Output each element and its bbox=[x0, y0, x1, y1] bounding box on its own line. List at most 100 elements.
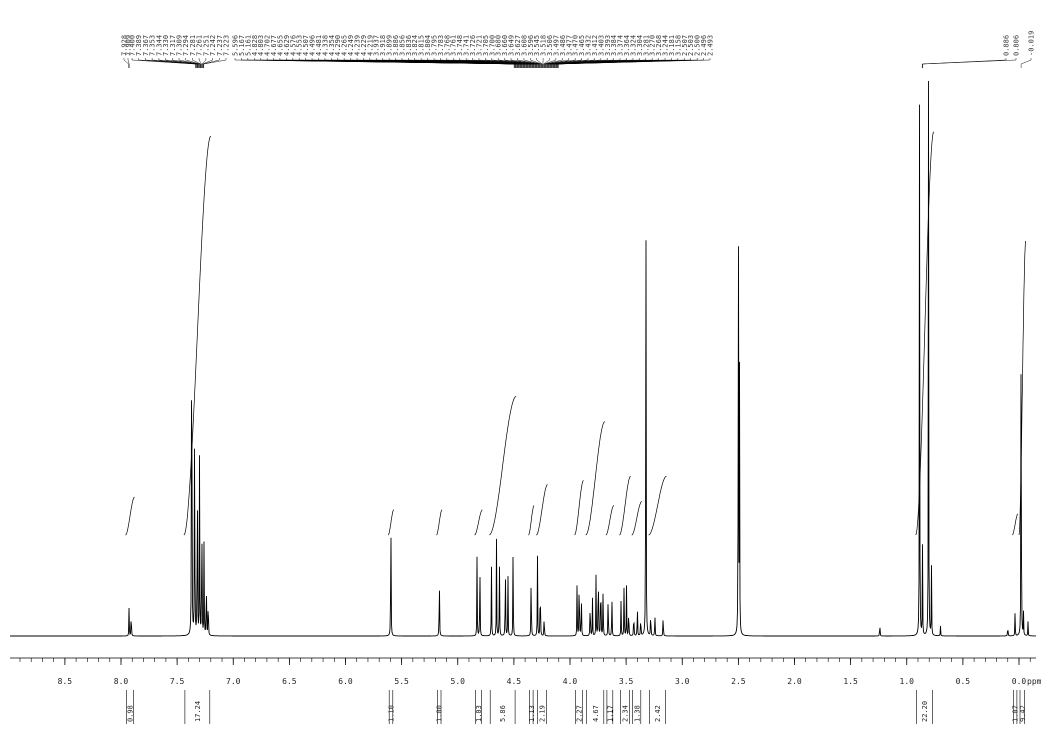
peak-label-leader bbox=[202, 58, 220, 68]
peak-label: 2.503 bbox=[687, 35, 695, 56]
peak-label: 3.470 bbox=[572, 35, 580, 56]
peak-label: 5.161 bbox=[244, 35, 252, 56]
integral-curve bbox=[574, 480, 584, 536]
peak-label: 4.828 bbox=[251, 35, 259, 56]
peak-label: 4.229 bbox=[360, 35, 368, 56]
peak-label-group: 7.4007.3897.3677.3537.3447.3307.3177.309… bbox=[129, 35, 231, 68]
peak-label: 3.364 bbox=[623, 35, 631, 56]
integral-bracket-line bbox=[586, 690, 605, 724]
peak-label: 3.700 bbox=[488, 35, 496, 56]
peak-label: 3.506 bbox=[546, 35, 554, 56]
axis-tick-label: 6.0 bbox=[338, 677, 353, 686]
peak-label: 3.497 bbox=[552, 35, 560, 56]
integral-bracket-line bbox=[126, 690, 134, 724]
integral-curve bbox=[619, 475, 631, 536]
integral-value-label: 9.42 bbox=[1019, 705, 1027, 722]
peak-label-leader bbox=[544, 58, 563, 68]
integral-curve bbox=[1018, 240, 1027, 536]
integral-bracket-line bbox=[620, 690, 630, 724]
integral-value-label: 0.98 bbox=[127, 705, 135, 722]
integral-bracket-line bbox=[437, 690, 442, 724]
integral-bracket: 2.42 bbox=[649, 690, 666, 724]
peak-label-leader bbox=[546, 58, 582, 68]
peak-label: 4.655 bbox=[276, 35, 284, 56]
integral-value-label: 2.27 bbox=[576, 705, 584, 722]
peak-label-leader bbox=[478, 58, 538, 68]
integral-value-label: 1.00 bbox=[436, 705, 444, 722]
peak-label-leader bbox=[165, 58, 199, 68]
peak-label-leader bbox=[548, 58, 602, 68]
peak-label: 7.223 bbox=[223, 35, 231, 56]
peak-label: 2.500 bbox=[694, 35, 702, 56]
peak-label: 7.309 bbox=[176, 35, 184, 56]
peak-label: 4.239 bbox=[354, 35, 362, 56]
peak-label: 7.242 bbox=[209, 35, 217, 56]
peak-label: 3.726 bbox=[469, 35, 477, 56]
peak-label: 3.403 bbox=[597, 35, 605, 56]
peak-label-group: 5.5965.1675.1614.8284.8034.7024.6774.655… bbox=[232, 35, 715, 68]
peak-label: 7.330 bbox=[162, 35, 170, 56]
peak-label: 3.680 bbox=[495, 35, 503, 56]
axis-tick-label: 3.5 bbox=[619, 677, 634, 686]
peak-label-leader bbox=[558, 58, 711, 68]
peak-label-leader bbox=[517, 58, 541, 68]
integral-bracket: 1.00 bbox=[436, 690, 444, 724]
peak-label-leader bbox=[536, 58, 543, 68]
peak-label: 3.824 bbox=[411, 35, 419, 56]
peak-label-leader bbox=[192, 58, 202, 68]
integral-value-label: 2.42 bbox=[654, 705, 662, 722]
axis-tick-label: 5.0 bbox=[451, 677, 466, 686]
integral-bracket: 5.86 bbox=[489, 690, 516, 724]
integral-curve bbox=[528, 505, 535, 536]
peak-label: 3.899 bbox=[386, 35, 394, 56]
peak-label: 3.324 bbox=[630, 35, 638, 56]
integral-label-layer: 0.98 17.24 1.10 1.00 1.03 5.86 1.13 2.19 2.27 4.6… bbox=[126, 690, 1027, 724]
peak-label-leader bbox=[523, 58, 542, 68]
peak-label: 3.486 bbox=[559, 35, 567, 56]
axis-tick-label: 6.5 bbox=[282, 677, 297, 686]
peak-label: 3.374 bbox=[617, 35, 625, 56]
peak-label: 7.367 bbox=[142, 35, 150, 56]
peak-label: 3.393 bbox=[604, 35, 612, 56]
peak-label: 2.496 bbox=[700, 35, 708, 56]
peak-label-leader bbox=[203, 58, 227, 68]
integral-bracket-line bbox=[916, 690, 933, 724]
integral-value-label: 1.17 bbox=[606, 705, 614, 722]
peak-label-leader bbox=[178, 58, 200, 68]
integral-curve bbox=[1012, 513, 1019, 536]
peak-label: 3.721 bbox=[475, 35, 483, 56]
integral-bracket: 0.98 bbox=[126, 690, 135, 724]
integral-value-label: 17.24 bbox=[194, 701, 202, 722]
integral-curve bbox=[536, 484, 548, 536]
peak-label: 4.677 bbox=[270, 35, 278, 56]
peak-label: 7.237 bbox=[216, 35, 224, 56]
axis-tick-label: 5.5 bbox=[394, 677, 409, 686]
peak-label: 2.507 bbox=[681, 35, 689, 56]
axis-tick-label: 8.0 bbox=[114, 677, 129, 686]
axis-tick-label: 3.0 bbox=[675, 677, 690, 686]
integral-bracket: 17.24 bbox=[184, 690, 211, 724]
peak-label-leader bbox=[158, 58, 199, 68]
axis-unit-label: ppm bbox=[1027, 677, 1041, 686]
axis-tick-label: 0.5 bbox=[956, 677, 971, 686]
peak-label: 3.741 bbox=[463, 35, 471, 56]
peak-label: 7.344 bbox=[155, 35, 163, 56]
peak-label-leader bbox=[131, 58, 196, 68]
peak-label: 0.886 bbox=[1003, 35, 1011, 56]
peak-label-leader bbox=[922, 58, 1017, 68]
peak-label-leader bbox=[202, 58, 213, 68]
peak-label: 3.244 bbox=[662, 35, 670, 56]
peak-label: 7.400 bbox=[129, 35, 137, 56]
peak-label-leader bbox=[198, 58, 202, 68]
integral-bracket: 1.17 bbox=[606, 690, 614, 724]
peak-label: 3.815 bbox=[418, 35, 426, 56]
peak-label-group: -0.019 bbox=[1020, 31, 1036, 68]
peak-label: 3.918 bbox=[379, 35, 387, 56]
peak-label: 3.660 bbox=[501, 35, 509, 56]
peak-label: 7.317 bbox=[169, 35, 177, 56]
integral-bracket-line bbox=[1019, 690, 1025, 724]
integral-value-label: 5.86 bbox=[499, 705, 507, 722]
peak-label-leader bbox=[127, 58, 130, 68]
peak-label-leader bbox=[504, 58, 540, 68]
